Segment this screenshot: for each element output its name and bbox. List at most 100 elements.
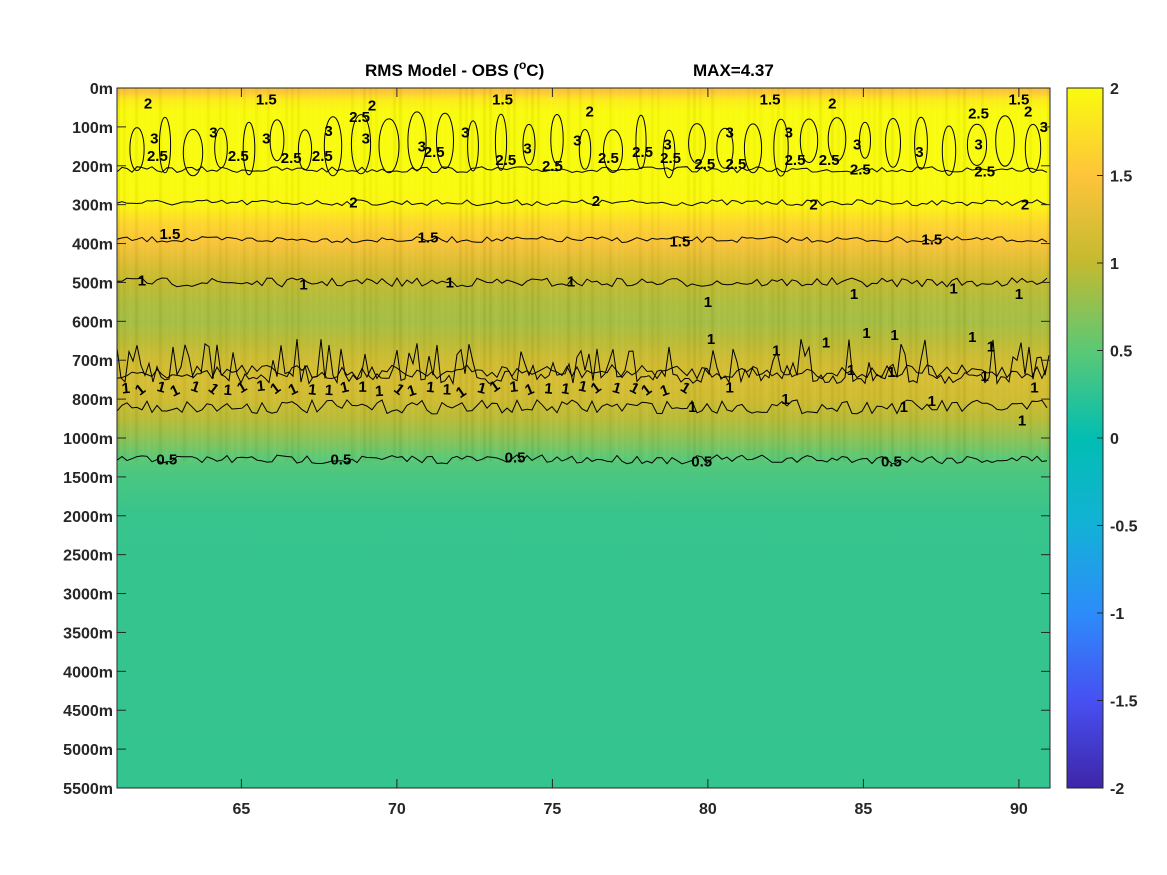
colorbar-tick-label: -0.5 <box>1110 519 1138 536</box>
contour-label: 1 <box>223 382 233 400</box>
chart-title: RMS Model - OBS (oC) MAX=4.37 <box>365 58 774 80</box>
contour-loop <box>297 129 313 171</box>
contour-label: 1 <box>887 364 895 381</box>
colorbar-tick-label: -1.5 <box>1110 694 1138 711</box>
y-axis: 0m 100m 200m 300m 400m 500m 600m 700m 800m 1000m 1… <box>63 81 1050 798</box>
contour-label: 2 <box>1021 197 1029 214</box>
field-texture <box>117 88 1050 462</box>
contour-line <box>117 235 1048 244</box>
contour-loop <box>550 114 564 165</box>
contour-loop <box>635 114 647 170</box>
contour-line <box>117 199 1048 207</box>
contour-label: 2.5 <box>785 152 806 169</box>
contour-label: 3 <box>418 138 426 155</box>
contour-label: 2.5 <box>228 148 249 165</box>
contour-label: 2.5 <box>281 150 302 167</box>
contour-label: 3 <box>573 133 581 150</box>
y-tick-label: 1500m <box>63 470 113 487</box>
contour-label: 1 <box>256 377 266 395</box>
contour-loop <box>182 128 204 177</box>
contour-label: 0.5 <box>691 453 712 470</box>
contour-label: 1 <box>781 391 789 408</box>
contour-loop <box>129 127 145 172</box>
x-axis: 65 70 75 80 85 90 <box>233 88 1028 818</box>
contour-label: 1 <box>121 380 131 398</box>
contour-label: 1 <box>847 362 855 379</box>
contour-label: 2.5 <box>725 156 746 173</box>
contour-label: 1 <box>688 399 696 416</box>
y-tick-label: 800m <box>72 392 113 409</box>
x-tick-label: 75 <box>544 801 562 818</box>
contour-loop <box>743 123 763 174</box>
contour-label: 1 <box>299 276 307 293</box>
contour-line <box>117 398 1048 415</box>
contour-line <box>117 165 1048 174</box>
field-background <box>117 88 1050 788</box>
y-tick-label: 5000m <box>63 742 113 759</box>
contour-label: 1 <box>307 381 317 399</box>
contour-label: 1 <box>1018 413 1026 430</box>
contour-label: 1 <box>949 280 957 297</box>
contour-label: 1 <box>1015 286 1023 303</box>
contour-line <box>117 277 1048 288</box>
contour-loop <box>827 117 847 162</box>
y-tick-label: 400m <box>72 237 113 254</box>
contour-label: 3 <box>362 131 370 148</box>
contour-label: 1 <box>704 294 712 311</box>
contour-label: 1.5 <box>256 92 277 109</box>
contour-label: 2 <box>368 98 376 115</box>
contour-label: 3 <box>209 125 217 142</box>
y-tick-label: 5500m <box>63 781 113 798</box>
title-text: RMS Model - OBS (oC) <box>365 58 544 80</box>
contour-loop <box>407 111 427 171</box>
contour-label: 0.5 <box>881 453 902 470</box>
contour-label: 1.5 <box>760 92 781 109</box>
contour-loop <box>688 123 706 164</box>
contour-loop <box>966 123 988 166</box>
colorbar-tick-label: -1 <box>1110 606 1124 623</box>
contour-label: 2.5 <box>542 158 563 175</box>
contour-label: 2 <box>828 96 836 113</box>
contour-label: 1 <box>425 379 435 397</box>
contour-label: 1 <box>772 343 780 360</box>
contour-label: 1.5 <box>159 226 180 243</box>
colorbar-tick-label: 0 <box>1110 431 1119 448</box>
colorbar-tick-label: 0.5 <box>1110 344 1132 361</box>
contour-label: 2.5 <box>850 162 871 179</box>
contour-label: 3 <box>523 140 531 157</box>
contour-label: 1 <box>567 274 575 291</box>
contour-label: 1.5 <box>492 92 513 109</box>
title-unit-superscript: o <box>519 58 526 72</box>
contour-label: 2 <box>592 193 600 210</box>
contour-label: 2.5 <box>598 150 619 167</box>
x-tick-label: 80 <box>699 801 717 818</box>
contour-label: 1 <box>981 368 989 385</box>
contour-label: 1 <box>928 393 936 410</box>
contour-loop <box>995 115 1015 167</box>
title-max-value: MAX=4.37 <box>693 61 774 80</box>
contour-loop <box>494 113 508 171</box>
y-tick-label: 0m <box>90 81 113 98</box>
contour-label: 1 <box>560 380 571 398</box>
contour-label: 2 <box>349 195 357 212</box>
contour-label: 2.5 <box>819 152 840 169</box>
contour-label: 2 <box>586 103 594 120</box>
contour-label: 1 <box>138 273 146 290</box>
contour-label: 2.5 <box>974 164 995 181</box>
y-tick-label: 700m <box>72 353 113 370</box>
contour-loop <box>158 116 172 174</box>
contour-loop <box>603 129 623 174</box>
contour-label: 3 <box>853 136 861 153</box>
contour-loop <box>436 112 454 169</box>
contour-loop <box>214 127 228 169</box>
contour-label: 1.5 <box>669 234 690 251</box>
contour-loop <box>773 118 789 177</box>
contour-loop <box>1024 123 1042 173</box>
x-tick-label: 85 <box>855 801 873 818</box>
contour-label: 1 <box>862 325 870 342</box>
contour-label: 0.5 <box>156 451 177 468</box>
contour-loop <box>859 121 871 159</box>
contour-label: 1 <box>987 339 995 356</box>
contour-label: 3 <box>324 123 332 140</box>
